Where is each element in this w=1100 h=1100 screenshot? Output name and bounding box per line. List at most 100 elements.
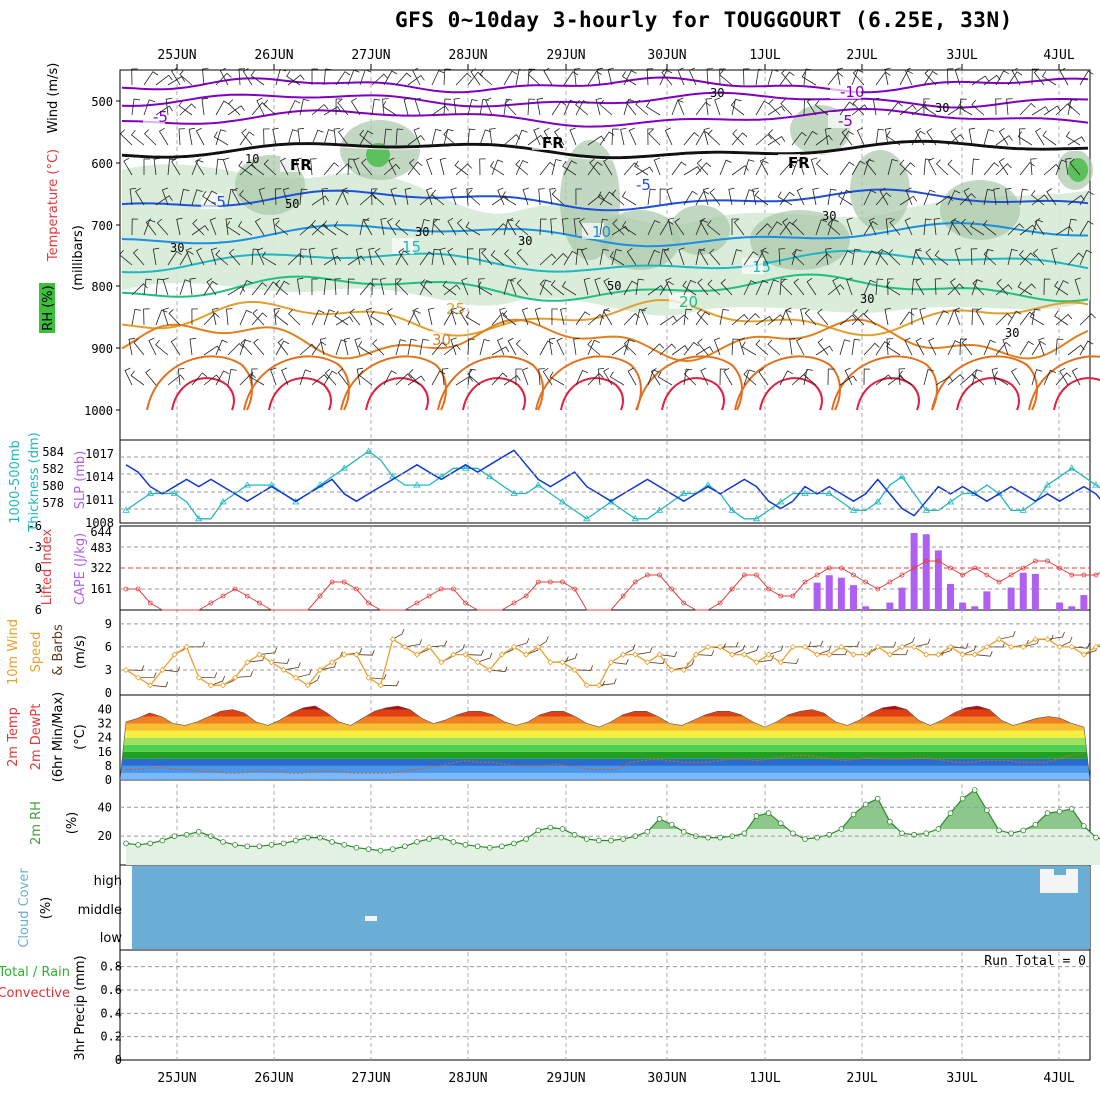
rh2m-point <box>329 839 335 845</box>
wind-barb <box>287 100 301 116</box>
wind-barb <box>542 367 553 386</box>
wind-barb <box>311 103 329 116</box>
wind10-barb <box>816 645 832 655</box>
li-point <box>123 586 129 592</box>
wind-barb <box>683 369 697 386</box>
li-point <box>681 600 687 606</box>
wind-barb <box>431 248 441 266</box>
wind-barb <box>743 159 755 176</box>
wind10-barb <box>513 637 530 648</box>
wind-barb <box>815 134 833 146</box>
hot-contour <box>535 355 642 411</box>
wind-barb <box>767 221 783 236</box>
wind-barb <box>554 128 565 146</box>
wind-barb <box>407 161 423 176</box>
wind10-point <box>801 643 809 650</box>
wind10-barb <box>780 658 799 664</box>
wind-barb <box>801 71 817 86</box>
panel-labels: Wind (m/s) Temperature (°C) RH (%) (milliba… <box>0 63 88 1061</box>
rh2m-point <box>935 826 942 832</box>
contour-label: FR <box>788 154 810 172</box>
temp-contour <box>121 91 1089 109</box>
wind10-point <box>365 674 372 681</box>
wind10-point <box>583 682 590 689</box>
temp-band <box>120 737 1090 745</box>
wind-barb <box>815 159 829 176</box>
cloud-fill <box>132 866 1090 949</box>
wind-barb <box>395 278 402 296</box>
li-point <box>547 579 553 585</box>
li-point <box>1057 565 1063 571</box>
wind-barb <box>767 279 780 296</box>
wind-barb <box>467 128 476 146</box>
hot-contour <box>661 377 725 411</box>
wind-barb <box>239 309 253 326</box>
wind10-point <box>171 651 178 658</box>
wind-barb <box>738 337 746 356</box>
wind-barb <box>785 307 793 326</box>
wind-barb <box>587 339 601 356</box>
wind-barb <box>611 249 623 266</box>
wind-barb <box>527 68 536 86</box>
thickness-point <box>849 506 858 513</box>
wind-barb <box>131 308 141 326</box>
wind10-point <box>438 659 445 666</box>
wind-barb <box>949 278 961 296</box>
wind10-barb <box>695 650 715 656</box>
label-dewpt: 2m DewPt <box>29 704 44 771</box>
wind-barb <box>934 278 942 296</box>
temp-contour <box>121 139 1089 160</box>
wind-barb <box>368 247 375 266</box>
contour-label: -5 <box>838 112 853 130</box>
wind-barb <box>323 68 332 86</box>
wind-barb <box>322 220 337 236</box>
wind-barb <box>521 367 529 386</box>
wind-barb <box>227 105 245 116</box>
wind-barb <box>959 338 967 356</box>
cape-bar <box>837 577 845 610</box>
rh2m-point <box>620 836 626 842</box>
contour-label-bg <box>828 112 850 128</box>
wind-barb <box>509 277 517 296</box>
temp-contour <box>121 188 1089 212</box>
wind-barb <box>310 158 317 176</box>
wind10-barb <box>138 672 157 679</box>
wind10-barb <box>562 653 578 663</box>
wind-barb <box>779 309 792 326</box>
temp-tick: 40 <box>98 703 112 717</box>
temp-contour <box>121 298 1089 337</box>
wind-barb <box>1019 102 1036 116</box>
wind-barb <box>275 340 290 356</box>
wind-barb <box>702 187 710 206</box>
wind-barb <box>551 101 567 116</box>
wind-barb <box>768 99 781 116</box>
rh2m-point <box>1020 827 1027 834</box>
wind-barb <box>443 68 451 86</box>
wind-barb <box>231 187 241 206</box>
wind-barb <box>551 159 562 176</box>
wind-barb <box>419 279 433 296</box>
wind-barb <box>827 188 837 206</box>
wind-barb <box>886 338 894 356</box>
wind-barb <box>839 250 853 266</box>
wind-barb <box>135 187 145 206</box>
wind-barb <box>403 97 411 116</box>
rh2m-point <box>414 839 420 845</box>
thickness-point <box>243 481 251 488</box>
wind-barb <box>323 106 342 116</box>
wind-barb <box>343 337 351 356</box>
wind-barb <box>335 98 343 116</box>
wind-barb <box>1079 220 1094 236</box>
wind-barb <box>884 67 891 86</box>
wind-barb <box>759 157 769 176</box>
wind10-barb <box>974 651 993 657</box>
wind-barb <box>1059 367 1069 386</box>
rh-label: 30 <box>1005 326 1019 340</box>
wind10-barb <box>877 641 897 648</box>
wind-barb <box>1006 98 1013 116</box>
wind-barb <box>341 187 349 206</box>
wind-barb <box>983 129 995 146</box>
wind-barb <box>215 100 230 116</box>
wind-barb <box>158 127 169 146</box>
